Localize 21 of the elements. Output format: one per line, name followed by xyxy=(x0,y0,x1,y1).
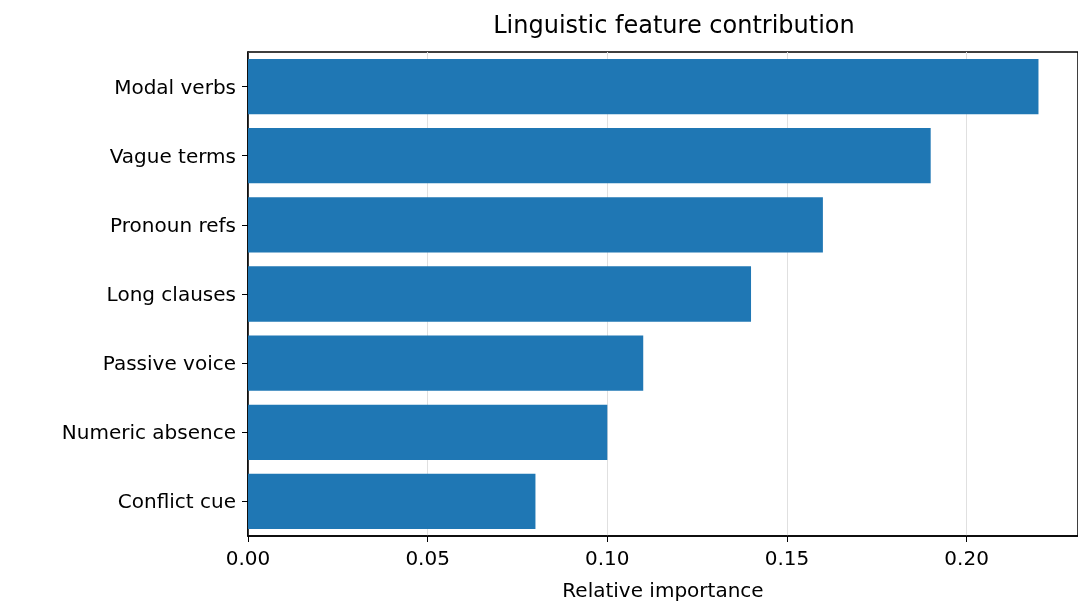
bar xyxy=(248,473,536,530)
chart-title: Linguistic feature contribution xyxy=(493,11,855,39)
y-tick-label: Vague terms xyxy=(109,143,236,168)
bar xyxy=(248,197,823,253)
y-tick-label: Long clauses xyxy=(106,282,236,306)
x-tick-label: 0.20 xyxy=(944,546,989,570)
x-tick-label: 0.10 xyxy=(585,546,630,570)
y-tick-label: Modal verbs xyxy=(114,74,236,99)
y-tick-label: Numeric absence xyxy=(61,420,236,445)
x-tick-label: 0.15 xyxy=(764,546,810,570)
x-axis-title: Relative importance xyxy=(562,578,764,602)
x-tick-label: 0.00 xyxy=(225,546,271,570)
bar xyxy=(248,266,752,322)
x-tick-label: 0.05 xyxy=(405,546,450,570)
bar xyxy=(248,128,931,184)
bar xyxy=(248,58,1039,115)
bar xyxy=(248,335,644,391)
y-tick-label: Conflict cue xyxy=(117,489,236,514)
bar xyxy=(248,404,608,460)
y-tick-label: Passive voice xyxy=(102,351,236,376)
y-tick-label: Pronoun refs xyxy=(110,212,236,237)
